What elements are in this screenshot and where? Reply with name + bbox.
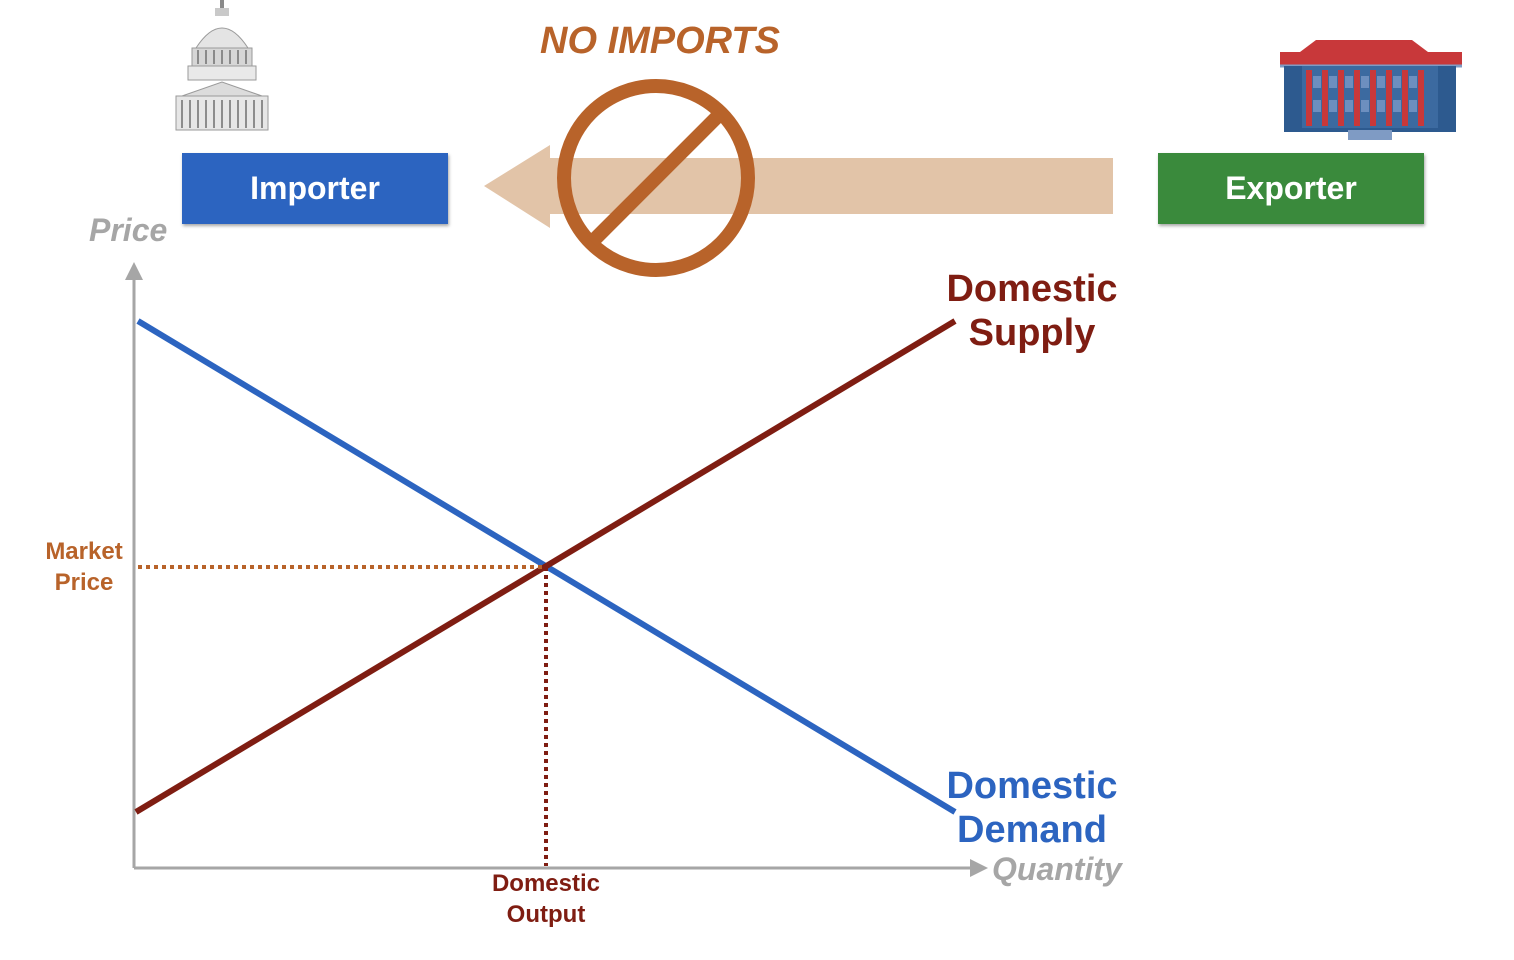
trade-arrow xyxy=(484,145,1113,228)
quantity-axis-label: Quantity xyxy=(992,851,1122,887)
demand-label-line2: Demand xyxy=(957,808,1107,851)
price-axis-arrowhead xyxy=(125,262,143,280)
importer-label: Importer xyxy=(250,170,380,206)
price-axis-label: Price xyxy=(89,212,168,248)
quantity-axis-arrowhead xyxy=(970,859,988,877)
government-building-icon xyxy=(1280,40,1462,140)
supply-label-line2: Supply xyxy=(968,311,1096,354)
domestic-output-label: Domestic Output xyxy=(466,868,626,930)
supply-curve-label: Domestic Supply xyxy=(932,268,1132,355)
demand-label-line1: Domestic xyxy=(946,765,1118,807)
exporter-box: Exporter xyxy=(1158,153,1424,224)
market-price-label: Market Price xyxy=(24,536,144,598)
domestic-output-line2: Output xyxy=(506,901,586,929)
diagram-title: NO IMPORTS xyxy=(540,20,780,62)
supply-label-line1: Domestic xyxy=(946,268,1118,310)
capitol-building-icon xyxy=(175,0,269,131)
ban-icon xyxy=(557,79,755,277)
importer-box: Importer xyxy=(182,153,448,224)
axes xyxy=(125,262,988,877)
market-price-line1: Market xyxy=(45,538,123,565)
market-price-line2: Price xyxy=(54,569,114,597)
supply-curve xyxy=(134,318,957,815)
exporter-label: Exporter xyxy=(1225,170,1357,206)
demand-curve-label: Domestic Demand xyxy=(932,765,1132,852)
domestic-output-line1: Domestic xyxy=(491,870,601,897)
